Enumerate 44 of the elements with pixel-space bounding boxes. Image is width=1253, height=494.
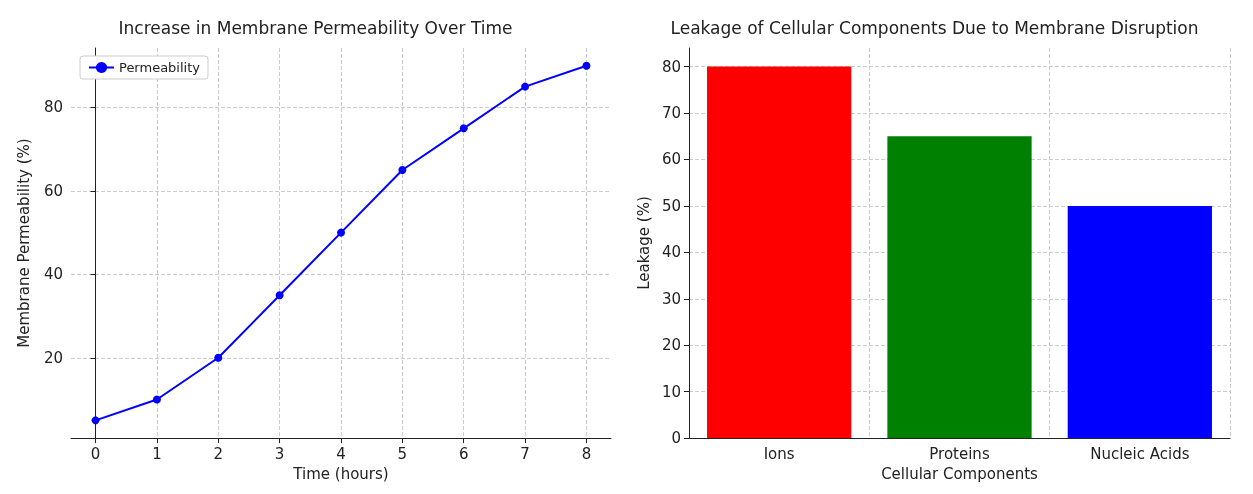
point (582, 61, 591, 70)
point (152, 395, 161, 404)
bar (707, 66, 852, 439)
y-tick-label: 40 (661, 243, 681, 262)
x-tick-label: 1 (152, 444, 162, 463)
x-tick-label: 6 (458, 444, 469, 463)
chart-title: Leakage of Cellular Components Due to Membrane Disruption (670, 17, 1199, 38)
point (275, 291, 284, 300)
y-axis-title: Leakage (%) (634, 196, 653, 290)
bar (887, 136, 1032, 439)
x-tick-label: Ions (763, 444, 795, 463)
y-tick-label: 80 (661, 57, 681, 76)
y-tick-label: 40 (43, 265, 63, 284)
point (521, 82, 530, 91)
chart-title: Increase in Membrane Permeability Over Time (118, 17, 513, 38)
point (214, 353, 223, 362)
x-tick-label: 5 (397, 444, 408, 463)
x-tick-label: Proteins (929, 444, 990, 463)
x-tick-label: 8 (581, 444, 592, 463)
x-tick-label: 7 (520, 444, 530, 463)
bar (1067, 205, 1212, 439)
y-axis-title: Membrane Permeability (%) (14, 138, 33, 348)
y-tick-label: 0 (671, 429, 681, 448)
y-tick-label: 60 (43, 181, 63, 200)
y-tick-label: 80 (43, 98, 63, 117)
y-tick-label: 70 (661, 104, 681, 123)
x-tick-label: 2 (213, 444, 224, 463)
x-tick-label: 4 (336, 444, 346, 463)
x-axis-title: Time (hours) (292, 464, 389, 483)
y-tick-label: 20 (661, 336, 681, 355)
point (398, 166, 407, 175)
y-tick-label: 60 (661, 150, 681, 169)
y-tick-label: 30 (661, 289, 681, 308)
x-axis-title: Cellular Components (881, 464, 1039, 483)
y-tick-label: 20 (43, 348, 63, 367)
legend-label: Permeability (119, 60, 201, 75)
point (337, 228, 345, 237)
x-tick-label: 0 (90, 444, 101, 463)
y-tick-label: 50 (661, 196, 681, 215)
y-tick-label: 10 (661, 382, 681, 401)
point (459, 124, 468, 133)
point (91, 416, 100, 425)
x-tick-label: Nucleic Acids (1090, 444, 1190, 463)
x-tick-label: 3 (274, 444, 285, 463)
